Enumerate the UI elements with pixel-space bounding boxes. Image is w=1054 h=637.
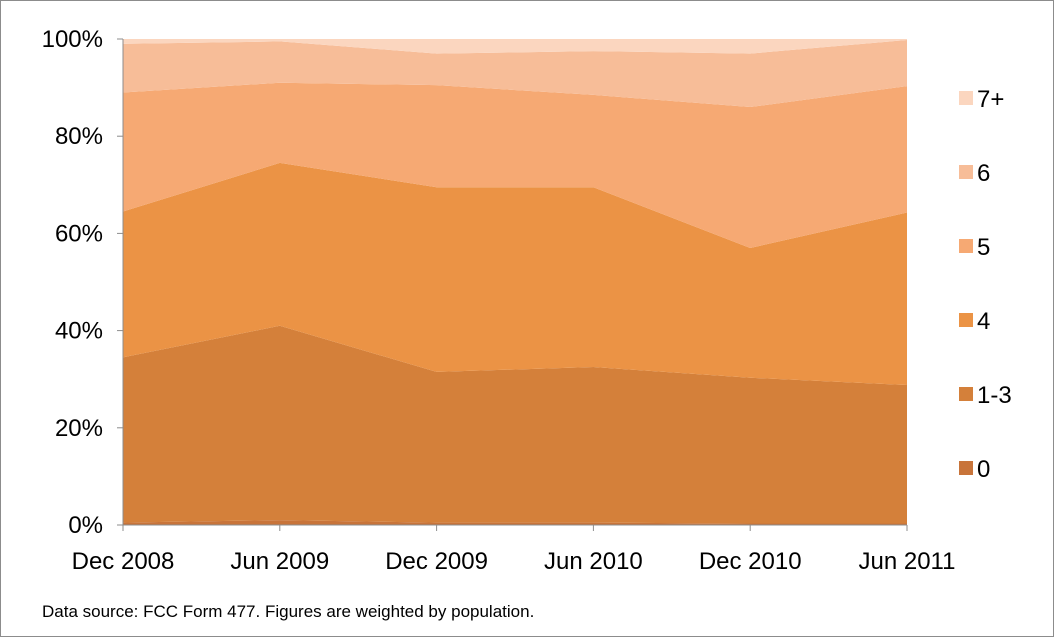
data-source-note: Data source: FCC Form 477. Figures are w… [42, 602, 535, 621]
x-tick-label: Dec 2008 [72, 548, 175, 575]
area-series-7 [123, 39, 907, 54]
legend-label-0: 0 [977, 456, 990, 483]
area-series-1-3 [123, 325, 907, 524]
legend-label-7: 7+ [977, 86, 1004, 113]
x-tick-label: Dec 2009 [385, 548, 488, 575]
legend-swatch-0 [959, 461, 973, 475]
legend-swatch-7 [959, 91, 973, 105]
x-tick-label: Dec 2010 [699, 548, 802, 575]
legend-label-5: 5 [977, 234, 990, 261]
x-tick-label: Jun 2010 [544, 548, 643, 575]
area-series-5 [123, 82, 907, 248]
y-tick-label: 0% [68, 512, 103, 539]
legend-swatch-6 [959, 165, 973, 179]
legend-label-1-3: 1-3 [977, 382, 1012, 409]
legend-label-6: 6 [977, 160, 990, 187]
y-tick-label: 80% [55, 123, 103, 150]
axes [117, 38, 908, 531]
x-tick-labels: Dec 2008 Jun 2009 Dec 2009 Jun 2010 Dec 2010… [72, 548, 956, 575]
legend-swatch-4 [959, 313, 973, 327]
y-tick-label: 20% [55, 415, 103, 442]
area-series-6 [123, 39, 907, 108]
legend-swatch-1-3 [959, 387, 973, 401]
x-tick-label: Jun 2009 [230, 548, 329, 575]
x-tick-label: Jun 2011 [859, 548, 956, 575]
y-tick-labels: 0% 20% 40% 60% 80% 100% [42, 26, 103, 539]
y-tick-label: 60% [55, 220, 103, 247]
area-series-4 [123, 162, 907, 386]
area-layers [123, 39, 907, 525]
legend-label-4: 4 [977, 308, 990, 335]
legend-swatch-5 [959, 239, 973, 253]
legend: 7+ 6 5 4 1-3 0 [959, 86, 1012, 483]
y-tick-label: 40% [55, 318, 103, 345]
y-tick-label: 100% [42, 26, 103, 53]
